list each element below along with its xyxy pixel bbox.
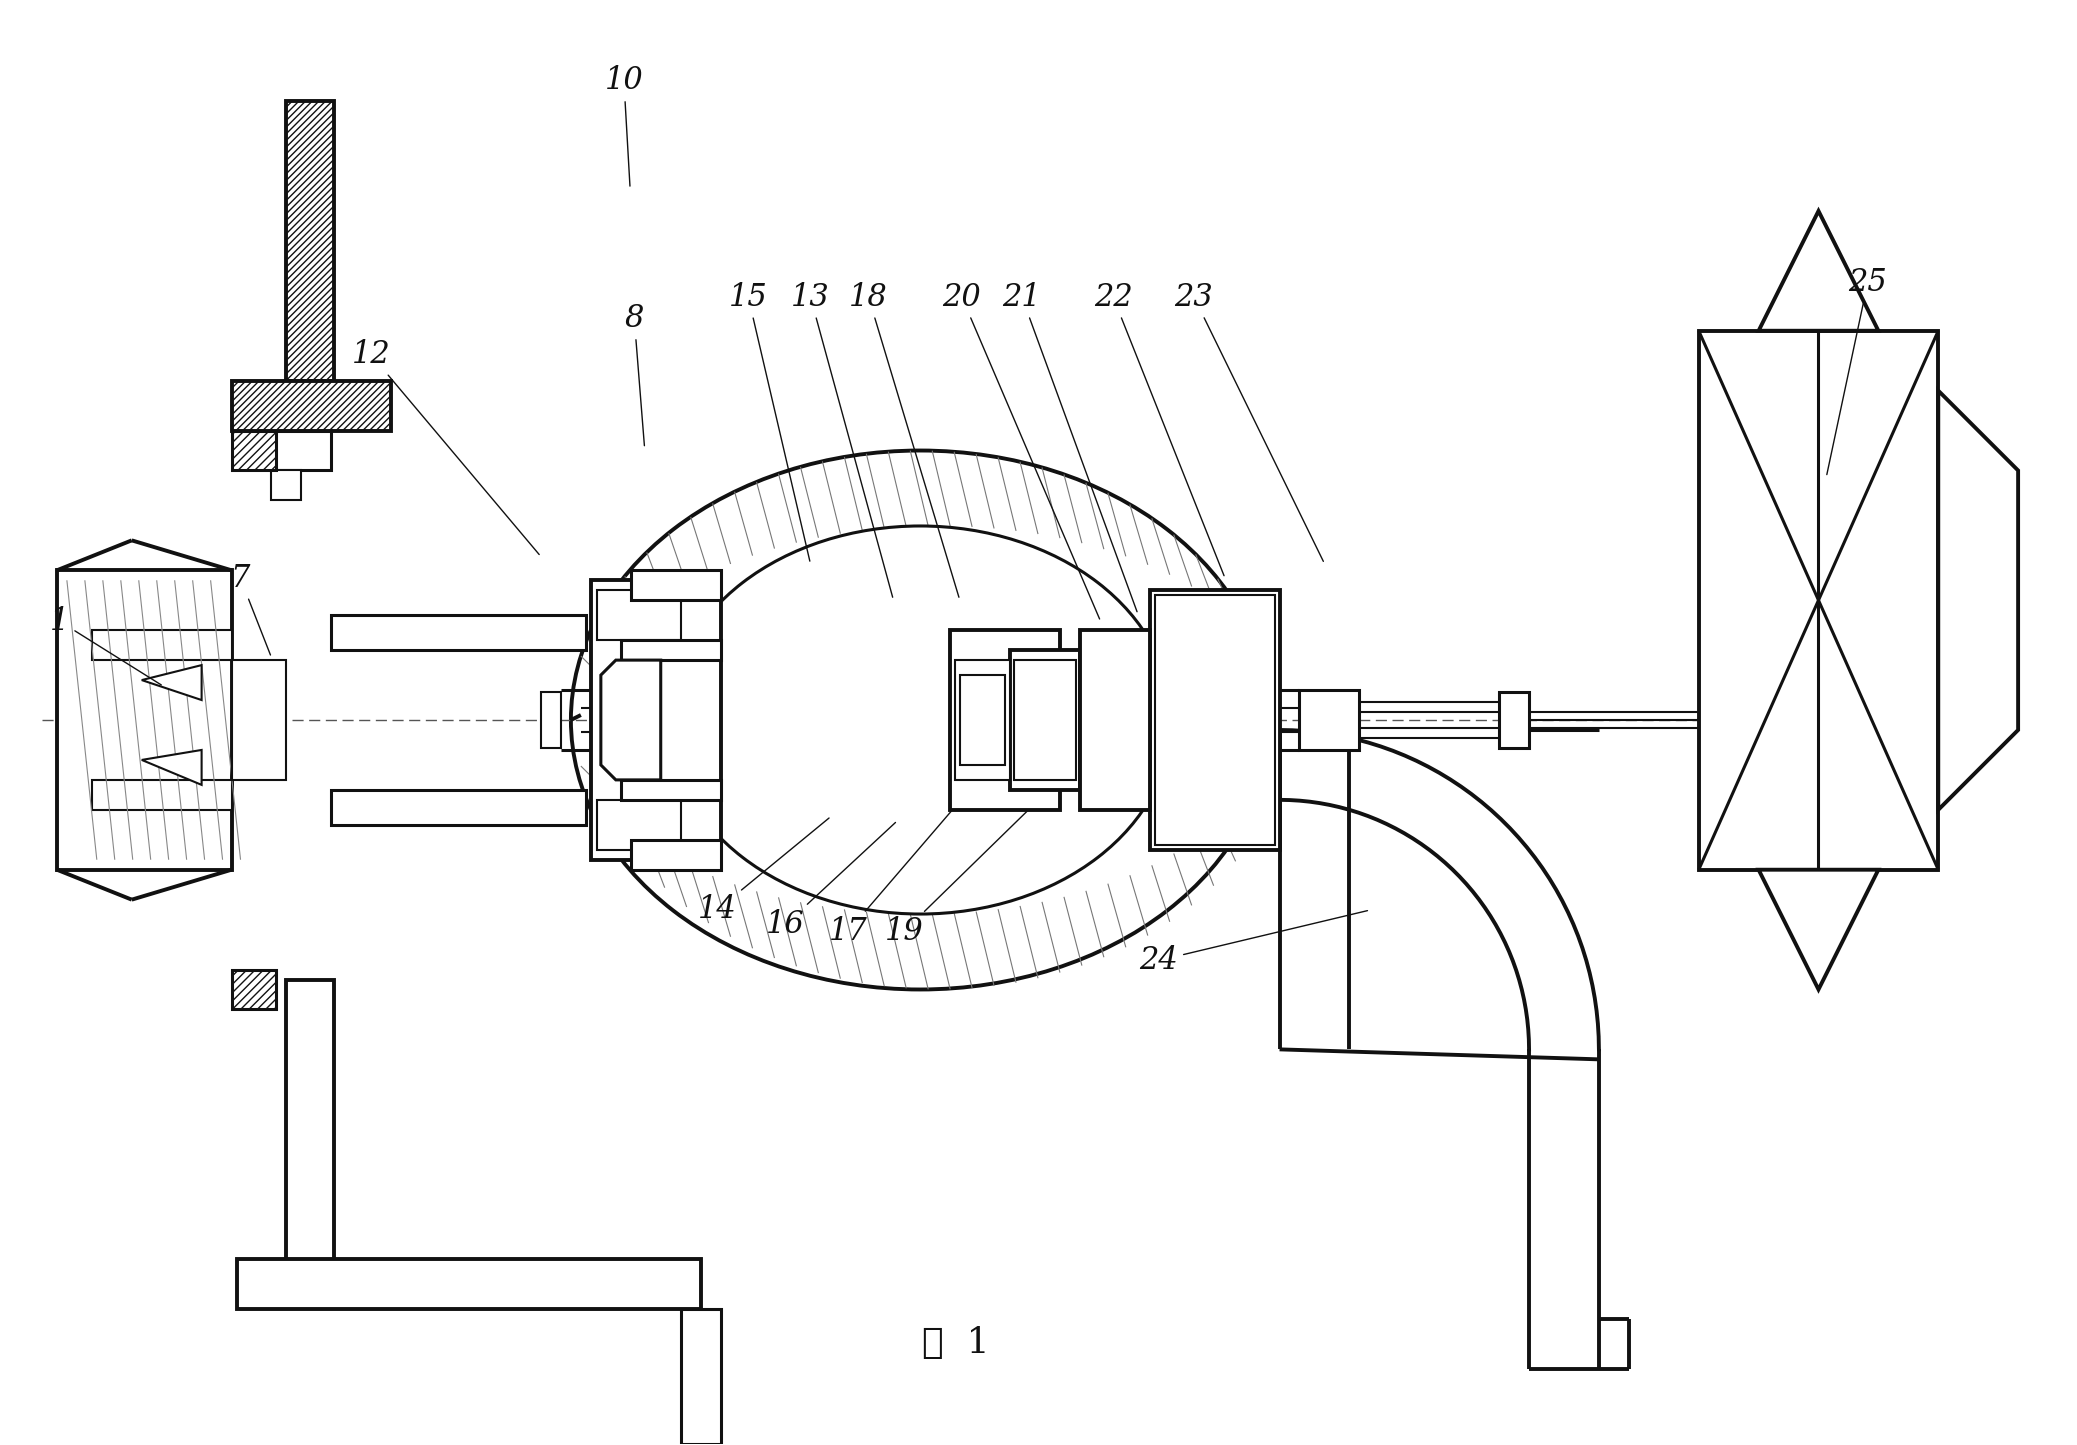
Polygon shape <box>596 801 681 850</box>
Polygon shape <box>287 980 334 1299</box>
Polygon shape <box>1699 331 1938 870</box>
Polygon shape <box>631 840 721 870</box>
Polygon shape <box>231 970 276 1010</box>
Polygon shape <box>91 780 231 809</box>
Ellipse shape <box>571 451 1269 990</box>
Polygon shape <box>1500 692 1529 749</box>
Text: 17: 17 <box>829 808 953 946</box>
Text: 25: 25 <box>1828 267 1888 474</box>
Polygon shape <box>272 471 301 500</box>
Polygon shape <box>1300 691 1358 750</box>
Text: 23: 23 <box>1176 282 1323 561</box>
Polygon shape <box>141 665 201 699</box>
Polygon shape <box>272 431 332 471</box>
Polygon shape <box>332 790 586 825</box>
Polygon shape <box>1080 630 1151 809</box>
Text: 1: 1 <box>50 605 162 685</box>
Text: 12: 12 <box>351 340 540 555</box>
Text: 20: 20 <box>943 282 1099 618</box>
Polygon shape <box>1938 390 2019 809</box>
Polygon shape <box>955 660 1009 780</box>
Polygon shape <box>681 1309 721 1444</box>
Text: 7: 7 <box>231 562 270 655</box>
Text: 22: 22 <box>1095 282 1223 575</box>
Polygon shape <box>1014 660 1076 780</box>
Polygon shape <box>631 571 721 600</box>
Text: 14: 14 <box>698 818 829 925</box>
Polygon shape <box>1759 870 1878 990</box>
Text: 图  1: 图 1 <box>922 1325 989 1360</box>
Polygon shape <box>1151 590 1279 850</box>
Polygon shape <box>91 630 231 660</box>
Ellipse shape <box>669 526 1171 915</box>
Text: 18: 18 <box>849 282 960 597</box>
Polygon shape <box>540 692 561 749</box>
Text: 19: 19 <box>885 808 1030 946</box>
Text: 21: 21 <box>1003 282 1136 611</box>
Polygon shape <box>960 675 1005 764</box>
Text: 15: 15 <box>729 282 810 561</box>
Polygon shape <box>332 616 586 650</box>
Polygon shape <box>1155 595 1275 845</box>
Polygon shape <box>56 571 231 870</box>
Polygon shape <box>141 750 201 785</box>
Polygon shape <box>596 590 681 640</box>
Polygon shape <box>621 640 721 660</box>
Polygon shape <box>231 431 276 471</box>
Polygon shape <box>287 101 334 380</box>
Polygon shape <box>1009 650 1080 790</box>
Text: 13: 13 <box>791 282 893 597</box>
Polygon shape <box>231 380 390 431</box>
Polygon shape <box>949 630 1059 809</box>
Text: 16: 16 <box>766 822 895 939</box>
Text: 8: 8 <box>625 303 644 445</box>
Polygon shape <box>621 780 721 801</box>
Polygon shape <box>600 660 660 780</box>
Text: 24: 24 <box>1140 910 1367 975</box>
Text: 10: 10 <box>604 65 644 186</box>
Polygon shape <box>1759 211 1878 331</box>
Polygon shape <box>590 581 721 860</box>
Polygon shape <box>237 1259 700 1309</box>
Polygon shape <box>231 660 287 780</box>
